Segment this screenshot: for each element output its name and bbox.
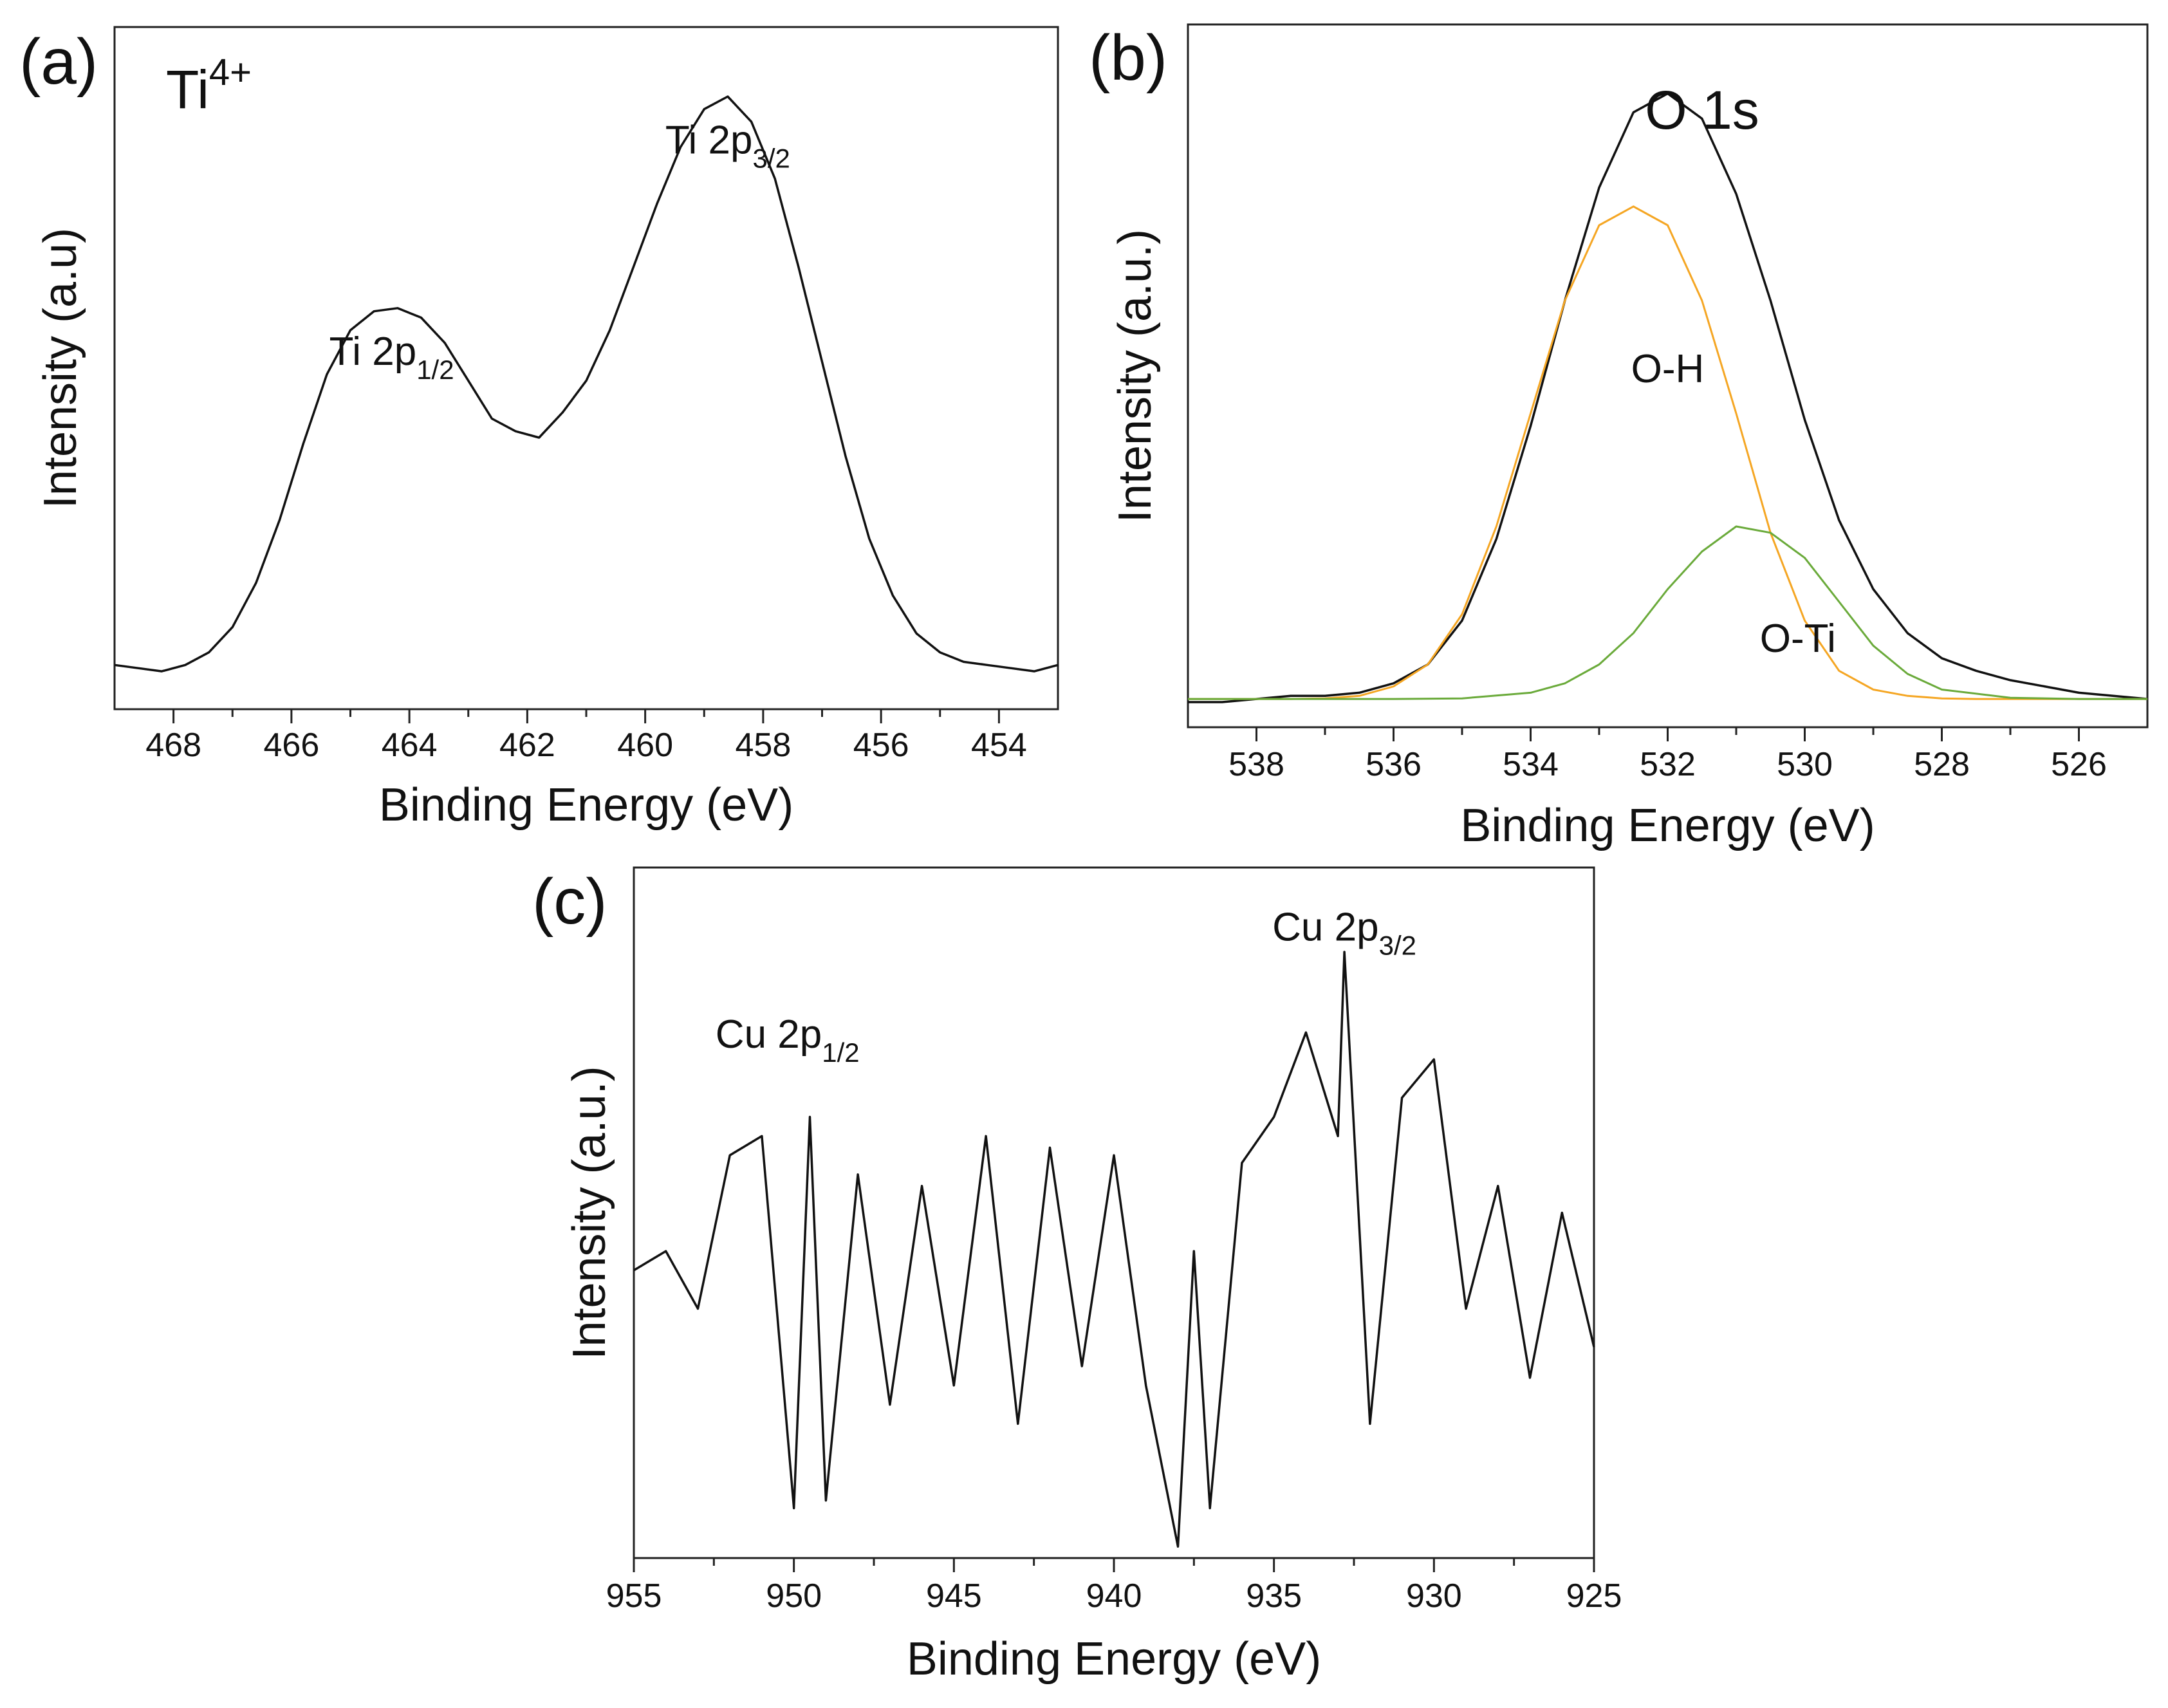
- peak-annotation: O-H: [1631, 347, 1705, 391]
- x-tick-label: 530: [1777, 746, 1833, 783]
- panel-c: (c) 955 950 945 940 935 930 925 Binding Energy (…: [532, 866, 1622, 1685]
- x-axis-title: Binding Energy (eV): [379, 779, 793, 831]
- x-axis-title: Binding Energy (eV): [907, 1633, 1321, 1685]
- x-tick-label: 930: [1406, 1577, 1462, 1615]
- title-sup: 4+: [209, 51, 252, 93]
- x-tick-label: 526: [2051, 746, 2107, 783]
- x-tick-label: 945: [926, 1577, 982, 1615]
- x-tick-label: 468: [145, 727, 201, 764]
- x-tick-label: 536: [1366, 746, 1422, 783]
- annotation-base: Cu 2p: [1272, 905, 1378, 949]
- x-tick-label: 925: [1566, 1577, 1622, 1615]
- x-tick-label: 458: [735, 727, 791, 764]
- peak-annotation: Ti 2p3/2: [665, 118, 790, 173]
- annotation-base: Cu 2p: [716, 1012, 822, 1057]
- x-tick-label: 456: [853, 727, 909, 764]
- x-tick-label: 464: [382, 727, 438, 764]
- annotation-base: Ti 2p: [329, 330, 417, 374]
- peak-annotation: Cu 2p3/2: [1272, 905, 1416, 960]
- y-axis-title: Intensity (a.u.): [1109, 229, 1161, 523]
- annotation-sub: 3/2: [752, 143, 790, 173]
- x-tick-label: 950: [766, 1577, 822, 1615]
- series-line-cu-2p: [633, 951, 1595, 1548]
- y-axis-title: Intensity (a.u): [35, 228, 86, 508]
- plot-frame: [633, 866, 1595, 1559]
- x-tick-label: 460: [617, 727, 673, 764]
- panel-title: O 1s: [1645, 80, 1759, 140]
- annotation-sub: 1/2: [822, 1037, 859, 1068]
- panel-a: (a) 468 466 464 462 460 458 456 454 Binding Energ…: [19, 26, 1059, 831]
- panel-label: (c): [532, 866, 607, 938]
- peak-annotation: Ti 2p1/2: [329, 330, 454, 385]
- peak-annotation: O-Ti: [1760, 617, 1836, 661]
- x-tick-label: 462: [499, 727, 555, 764]
- x-tick-label: 538: [1228, 746, 1284, 783]
- x-tick-label: 534: [1503, 746, 1559, 783]
- panel-title: Ti4+: [166, 51, 252, 120]
- x-axis-title: Binding Energy (eV): [1460, 800, 1875, 851]
- annotation-sub: 3/2: [1379, 930, 1416, 960]
- annotation-sub: 1/2: [416, 355, 454, 385]
- x-tick-label: 454: [971, 727, 1027, 764]
- plot-frame: [113, 26, 1059, 710]
- x-tick-label: 528: [1914, 746, 1970, 783]
- x-tick-label: 955: [606, 1577, 662, 1615]
- x-tick-label: 935: [1246, 1577, 1302, 1615]
- panel-label: (a): [19, 26, 98, 98]
- title-base: Ti: [166, 59, 209, 120]
- peak-annotation: Cu 2p1/2: [716, 1012, 860, 1068]
- series-line-o-1s-envelope: [1188, 92, 2148, 703]
- x-tick-label: 466: [263, 727, 319, 764]
- panel-label: (b): [1089, 22, 1167, 94]
- series-line-o-ti: [1188, 525, 2147, 700]
- panel-b: (b) 538 536 534 532 530 528 526 Binding Energy (…: [1089, 22, 2149, 851]
- x-tick-label: 532: [1640, 746, 1696, 783]
- series-line-o-h: [1188, 205, 2147, 700]
- annotation-base: Ti 2p: [665, 118, 753, 162]
- x-tick-label: 940: [1086, 1577, 1142, 1615]
- series-line-ti-2p: [114, 95, 1059, 673]
- y-axis-title: Intensity (a.u.): [564, 1066, 615, 1359]
